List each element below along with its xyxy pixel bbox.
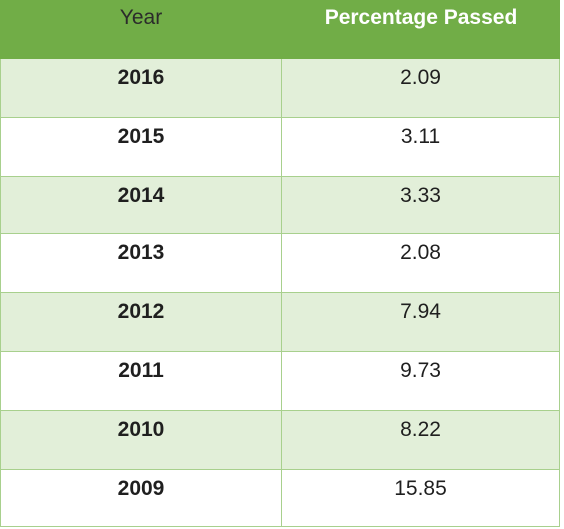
year-cell: 2012 xyxy=(0,293,282,351)
year-cell: 2016 xyxy=(0,59,282,117)
table-row: 2011 9.73 xyxy=(0,352,560,411)
year-cell: 2015 xyxy=(0,118,282,176)
table-header-row: Year Percentage Passed xyxy=(0,0,560,59)
year-cell: 2011 xyxy=(0,352,282,410)
percentage-cell: 15.85 xyxy=(282,470,560,526)
year-cell: 2014 xyxy=(0,177,282,233)
percentage-cell: 2.08 xyxy=(282,234,560,292)
percentage-cell: 9.73 xyxy=(282,352,560,410)
header-year: Year xyxy=(119,6,163,29)
percentage-cell: 8.22 xyxy=(282,411,560,469)
header-percentage-passed: Percentage Passed xyxy=(324,6,518,29)
table-row: 2010 8.22 xyxy=(0,411,560,470)
percentage-cell: 3.11 xyxy=(282,118,560,176)
year-cell: 2013 xyxy=(0,234,282,292)
year-cell: 2010 xyxy=(0,411,282,469)
table-row: 2012 7.94 xyxy=(0,293,560,352)
percentage-cell: 3.33 xyxy=(282,177,560,233)
year-cell: 2009 xyxy=(0,470,282,526)
percentage-cell: 2.09 xyxy=(282,59,560,117)
table-row: 2013 2.08 xyxy=(0,234,560,293)
percentage-cell: 7.94 xyxy=(282,293,560,351)
table-row: 2014 3.33 xyxy=(0,177,560,234)
table-row: 2015 3.11 xyxy=(0,118,560,177)
table-row: 2009 15.85 xyxy=(0,470,560,527)
table-row: 2016 2.09 xyxy=(0,59,560,118)
